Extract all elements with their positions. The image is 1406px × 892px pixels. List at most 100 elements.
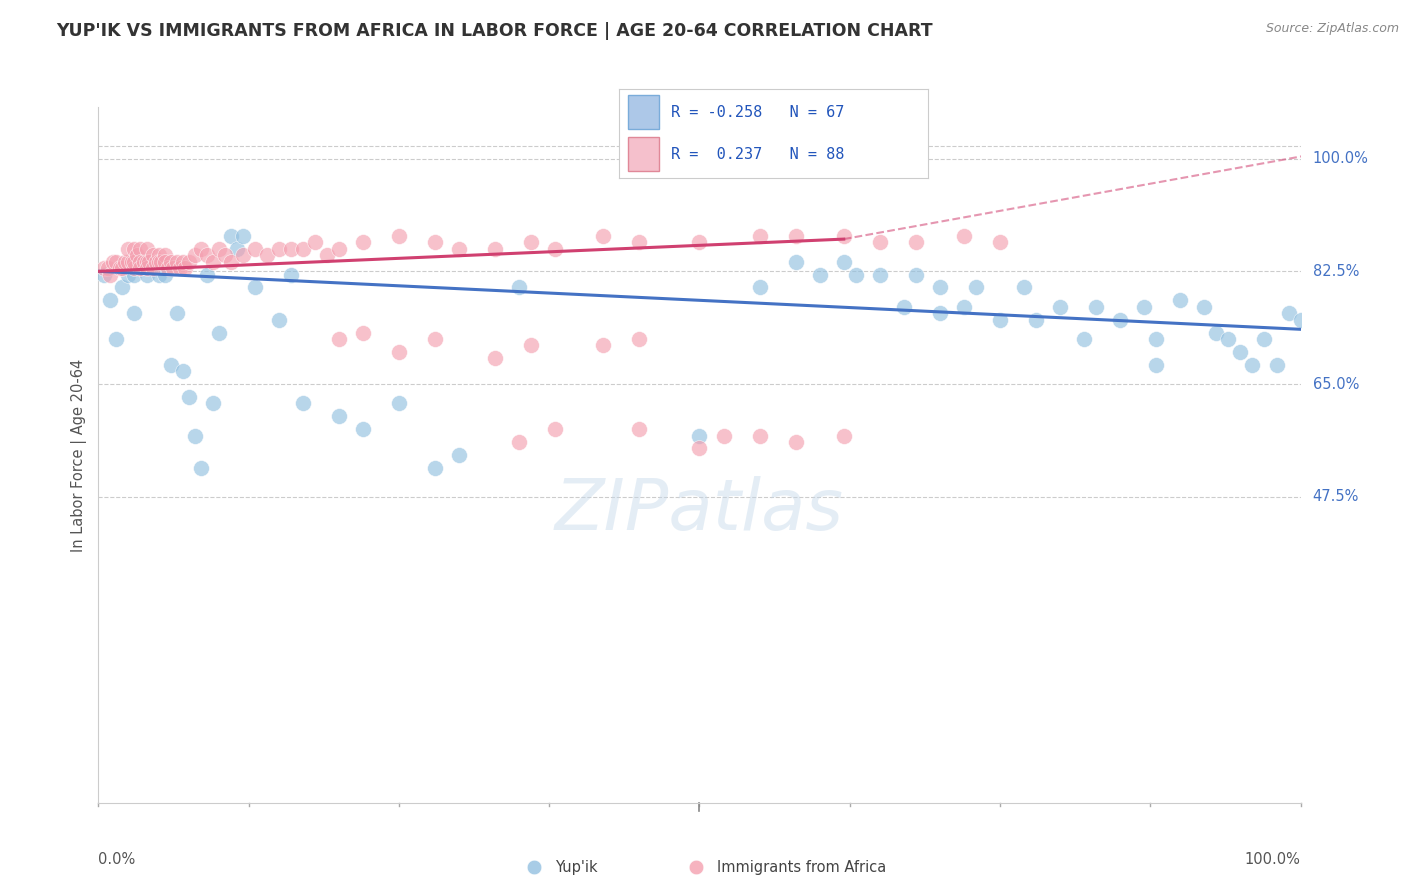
Point — [304, 235, 326, 250]
Text: ZIPatlas: ZIPatlas — [555, 476, 844, 545]
Point — [688, 428, 710, 442]
Point — [101, 254, 124, 268]
Point — [785, 228, 807, 243]
Point — [544, 242, 567, 256]
Point — [243, 242, 266, 256]
Point — [232, 228, 254, 243]
Point — [105, 254, 128, 268]
Text: 100.0%: 100.0% — [1244, 852, 1301, 866]
Text: 47.5%: 47.5% — [1313, 490, 1360, 504]
Point — [484, 351, 506, 366]
Point — [148, 248, 170, 262]
Point — [1049, 300, 1071, 314]
Point — [785, 435, 807, 450]
Point — [108, 261, 131, 276]
Point — [225, 242, 247, 256]
Point — [93, 268, 115, 282]
Point — [232, 248, 254, 262]
Point — [544, 422, 567, 436]
Point — [291, 242, 314, 256]
Point — [832, 228, 855, 243]
Bar — [628, 137, 659, 171]
Point — [267, 242, 290, 256]
Point — [114, 254, 136, 268]
Text: YUP'IK VS IMMIGRANTS FROM AFRICA IN LABOR FORCE | AGE 20-64 CORRELATION CHART: YUP'IK VS IMMIGRANTS FROM AFRICA IN LABO… — [56, 22, 932, 40]
Point — [1253, 332, 1275, 346]
Point — [141, 261, 163, 276]
Bar — [628, 95, 659, 129]
Point — [159, 358, 181, 372]
Point — [904, 268, 927, 282]
Point — [201, 254, 224, 268]
Point — [117, 268, 139, 282]
Point — [592, 338, 614, 352]
Point — [1289, 312, 1312, 326]
Point — [153, 254, 176, 268]
Point — [219, 228, 242, 243]
Point — [748, 228, 770, 243]
Point — [869, 268, 891, 282]
Point — [132, 254, 155, 268]
Point — [201, 396, 224, 410]
Point — [1265, 358, 1288, 372]
Text: Source: ZipAtlas.com: Source: ZipAtlas.com — [1265, 22, 1399, 36]
Point — [124, 261, 146, 276]
Point — [1194, 300, 1216, 314]
Point — [149, 254, 172, 268]
Point — [162, 261, 184, 276]
Point — [904, 235, 927, 250]
Point — [208, 242, 231, 256]
Point — [688, 235, 710, 250]
Point — [592, 228, 614, 243]
Point — [138, 254, 160, 268]
Point — [928, 306, 950, 320]
Point — [1012, 280, 1035, 294]
Point — [1025, 312, 1047, 326]
Point — [135, 254, 157, 268]
Text: R = -0.258   N = 67: R = -0.258 N = 67 — [671, 105, 845, 120]
Point — [685, 860, 707, 874]
Point — [1144, 332, 1167, 346]
Point — [190, 242, 212, 256]
Point — [1205, 326, 1227, 340]
Point — [129, 254, 152, 268]
Point — [117, 242, 139, 256]
Point — [111, 280, 134, 294]
Point — [1218, 332, 1240, 346]
Point — [129, 261, 152, 276]
Point — [388, 344, 411, 359]
Point — [484, 242, 506, 256]
Point — [447, 448, 470, 462]
Point — [166, 306, 188, 320]
Point — [159, 254, 181, 268]
Point — [713, 428, 735, 442]
Point — [177, 254, 200, 268]
Point — [1241, 358, 1264, 372]
Point — [1144, 358, 1167, 372]
Point — [135, 254, 157, 268]
Point — [832, 428, 855, 442]
Point — [93, 261, 115, 276]
Point — [97, 261, 120, 276]
Point — [953, 228, 976, 243]
Point — [748, 428, 770, 442]
Point — [965, 280, 987, 294]
Point — [508, 280, 530, 294]
Text: R =  0.237   N = 88: R = 0.237 N = 88 — [671, 147, 845, 161]
Text: 0.0%: 0.0% — [98, 852, 135, 866]
Point — [129, 254, 152, 268]
Point — [315, 248, 337, 262]
Point — [869, 235, 891, 250]
Point — [124, 306, 146, 320]
Point — [832, 254, 855, 268]
Text: 82.5%: 82.5% — [1313, 264, 1360, 279]
Point — [208, 326, 231, 340]
Point — [195, 268, 218, 282]
Point — [174, 261, 197, 276]
Point — [1109, 312, 1132, 326]
Point — [190, 460, 212, 475]
Point — [785, 254, 807, 268]
Point — [447, 242, 470, 256]
Point — [183, 428, 205, 442]
Text: 100.0%: 100.0% — [1313, 151, 1368, 166]
